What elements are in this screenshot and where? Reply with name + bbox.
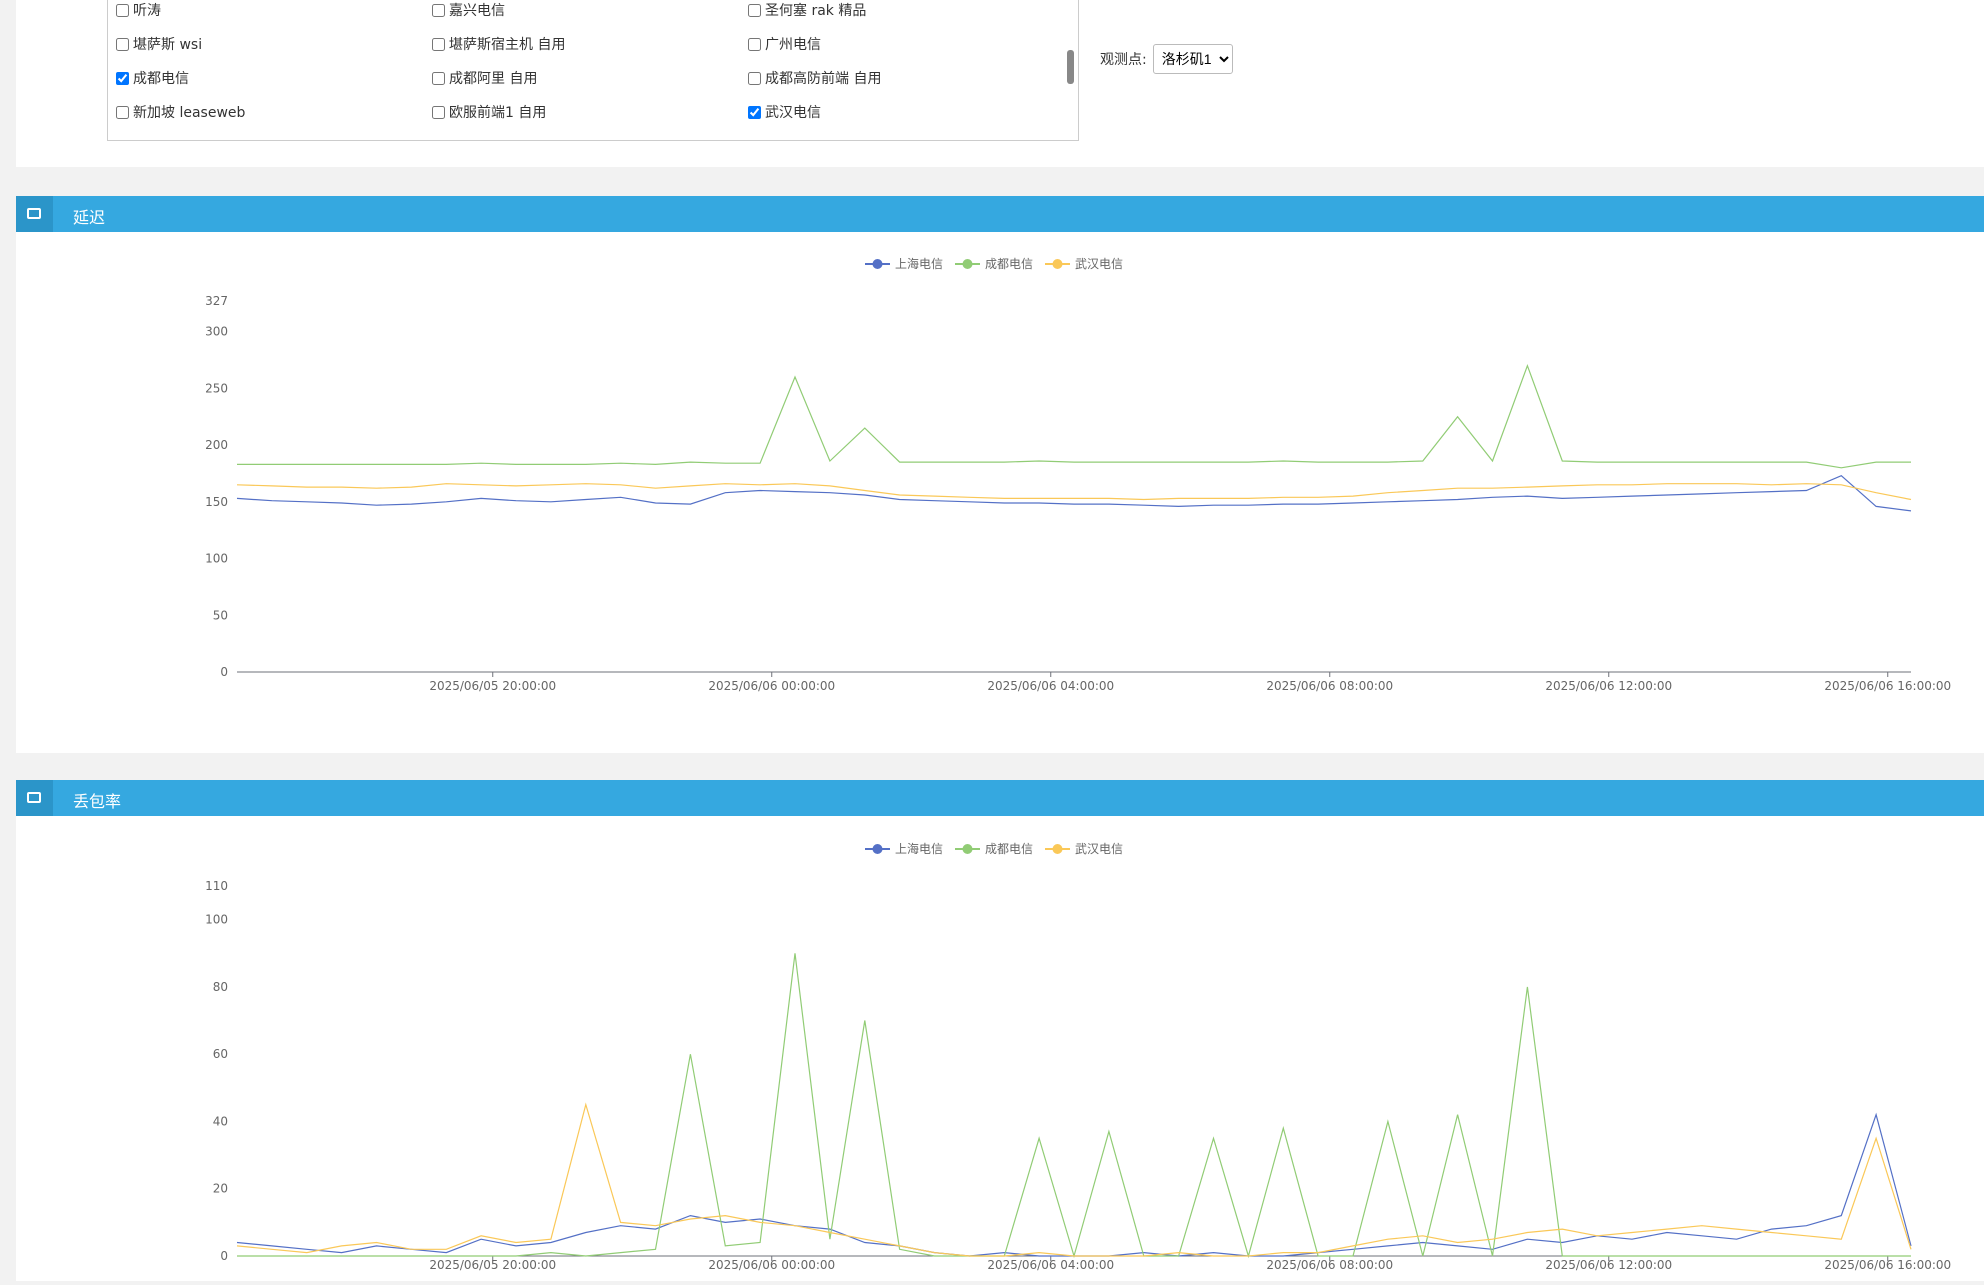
x-tick-label: 2025/06/06 12:00:00 [1545,1258,1672,1272]
y-tick-label: 250 [205,381,228,395]
y-tick-label: 100 [205,913,228,927]
y-tick-label: 0 [220,665,228,679]
x-tick-label: 2025/06/05 20:00:00 [429,1258,556,1272]
legend-label: 武汉电信 [1075,257,1123,271]
y-tick-label: 100 [205,552,228,566]
legend-label: 武汉电信 [1075,842,1123,856]
chart: 0 50 100 150 200 250 300 327 2025/06/05 20:00:00… [205,256,1951,693]
y-tick-label: 300 [205,325,228,339]
checkbox-label: 新加坡 leaseweb [133,105,246,121]
y-tick-label: 50 [213,608,228,622]
observer-label: 观测点: [1100,52,1147,68]
checkbox-item[interactable]: 成都阿里 自用 [432,68,537,88]
y-tick-label: 150 [205,495,228,509]
chart-panel: 0 50 100 150 200 250 300 327 2025/06/05 20:00:00… [16,232,1984,753]
node-list: 听涛 嘉兴电信 圣何塞 rak 精品堪萨斯 wsi 堪萨斯宿主机 自用 广州电信成都电信… [107,0,1079,141]
y-tick-label: 327 [205,294,228,308]
checkbox[interactable] [432,71,445,85]
checkbox-item[interactable]: 圣何塞 rak 精品 [748,0,866,20]
checkbox[interactable] [748,3,761,17]
legend-dot [872,844,883,854]
checkbox-item[interactable]: 堪萨斯 wsi [116,34,202,54]
x-tick-label: 2025/06/06 08:00:00 [1266,679,1393,693]
checkbox-label: 嘉兴电信 [449,3,505,19]
observer: 观测点: 洛杉矶1 [1100,44,1233,74]
legend-dot [872,259,883,269]
legend-label: 成都电信 [985,257,1033,271]
checkbox-item[interactable]: 广州电信 [748,34,821,54]
chart: 0 20 40 60 80 100 110 2025/06/05 20:00:00 2025/0… [205,841,1951,1272]
y-tick-label: 200 [205,438,228,452]
x-tick-label: 2025/06/06 16:00:00 [1824,679,1951,693]
checkbox-item[interactable]: 嘉兴电信 [432,0,505,20]
scrollbar[interactable] [1067,50,1074,84]
series-line [236,1102,1912,1257]
legend-label: 成都电信 [985,842,1033,856]
checkbox[interactable] [116,105,129,119]
checkbox-label: 堪萨斯宿主机 自用 [449,37,566,53]
checkbox[interactable] [116,3,129,17]
legend-dot [962,259,973,269]
legend-label: 上海电信 [895,256,943,271]
filter-panel: 听涛 嘉兴电信 圣何塞 rak 精品堪萨斯 wsi 堪萨斯宿主机 自用 广州电信成都电信… [16,0,1984,167]
legend-dot [1052,259,1063,269]
observer-select[interactable]: 洛杉矶1 [1152,44,1233,74]
series-line [236,1112,1912,1257]
checkbox[interactable] [748,37,761,51]
x-tick-label: 2025/06/06 04:00:00 [987,1258,1114,1272]
y-tick-label: 60 [213,1047,228,1061]
legend-dot [1052,844,1063,854]
chart-panel: 0 20 40 60 80 100 110 2025/06/05 20:00:00 2025/0… [16,816,1984,1281]
panel-header: 延迟 [16,196,1984,232]
x-tick-label: 2025/06/06 04:00:00 [987,679,1114,693]
x-tick-label: 2025/06/06 00:00:00 [708,679,835,693]
y-tick-label: 20 [213,1182,228,1196]
x-tick-label: 2025/06/06 12:00:00 [1545,679,1672,693]
checkbox[interactable] [116,37,129,51]
checkbox[interactable] [432,3,445,17]
y-tick-label: 80 [213,980,228,994]
legend-dot [962,844,973,854]
checkbox-label: 成都高防前端 自用 [765,71,882,87]
checkbox-item[interactable]: 新加坡 leaseweb [116,102,245,122]
checkbox-label: 武汉电信 [765,105,821,121]
x-tick-label: 2025/06/05 20:00:00 [429,679,556,693]
checkbox-item[interactable]: 听涛 [116,0,161,20]
checkbox-label: 堪萨斯 wsi [133,37,203,53]
checkbox[interactable] [432,37,445,51]
series-line [236,483,1912,501]
series-line [237,953,1911,1259]
checkbox-label: 成都电信 [133,71,189,87]
checkbox-label: 听涛 [133,3,161,19]
checkbox-item[interactable]: 武汉电信 [748,102,821,122]
x-tick-label: 2025/06/06 00:00:00 [708,1258,835,1272]
checkbox-item[interactable]: 成都高防前端 自用 [748,68,881,88]
checkbox-item[interactable]: 堪萨斯宿主机 自用 [432,34,565,54]
checkbox-label: 成都阿里 自用 [449,71,538,87]
series-line [236,475,1912,512]
series-line [237,363,1911,469]
checkbox[interactable] [748,105,761,119]
checkbox[interactable] [432,105,445,119]
checkbox-label: 广州电信 [765,37,821,53]
panel-header: 丢包率 [16,780,1984,816]
checkbox[interactable] [748,71,761,85]
y-tick-label: 110 [205,879,228,893]
checkbox-label: 欧服前端1 自用 [449,105,547,121]
y-tick-label: 40 [213,1114,228,1128]
x-tick-label: 2025/06/06 08:00:00 [1266,1258,1393,1272]
legend-label: 上海电信 [895,841,943,856]
checkbox-item[interactable]: 成都电信 [116,68,189,88]
panel-title: 延迟 [73,208,106,227]
checkbox-item[interactable]: 欧服前端1 自用 [432,102,546,122]
y-tick-label: 0 [220,1249,228,1263]
panel-title: 丢包率 [73,792,122,811]
x-tick-label: 2025/06/06 16:00:00 [1824,1258,1951,1272]
checkbox[interactable] [116,71,129,85]
checkbox-label: 圣何塞 rak 精品 [765,3,867,19]
